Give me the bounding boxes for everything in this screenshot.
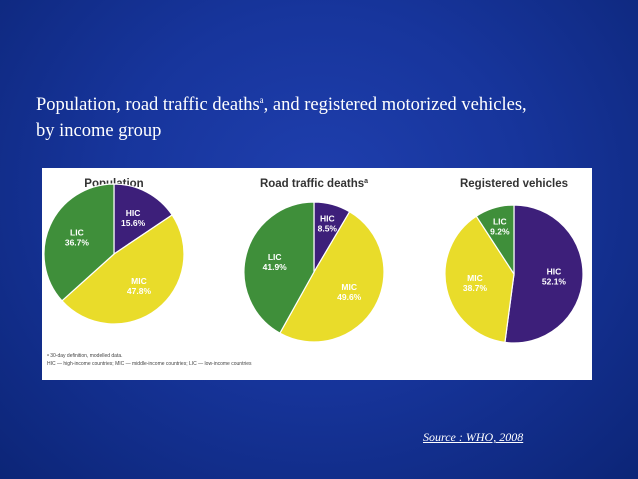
pie-label-value-mic: 49.6% — [337, 292, 362, 302]
title-line2: by income group — [36, 121, 162, 141]
pie-label-name-hic: HIC — [126, 208, 141, 218]
pie-label-value-lic: 9.2% — [490, 226, 510, 236]
pie-slice-lic — [243, 201, 315, 334]
pie-label-name-mic: MIC — [467, 273, 483, 283]
title-superscript: a — [259, 94, 264, 105]
source-link[interactable]: Source : WHO, 2008 — [423, 430, 524, 444]
pie-title: Road traffic deathsa — [260, 178, 368, 190]
pie-slice-mic — [61, 214, 185, 325]
title-text: Population, road traffic deaths — [36, 95, 260, 115]
title-text-cont: , and registered motorized vehicles, — [263, 95, 527, 115]
pie-charts: ᵃ 30-day definition, modelled data. HIC … — [43, 178, 584, 367]
pie-slice-lic — [475, 204, 515, 277]
pie-label-value-hic: 52.1% — [542, 277, 567, 287]
pie-slice-hic — [113, 183, 173, 256]
pie-slice-mic — [279, 210, 385, 343]
pie-label-name-mic: MIC — [131, 276, 147, 286]
footnote-line2: HIC — high-income countries; MIC — middl… — [47, 361, 252, 367]
pie-label-value-mic: 47.8% — [127, 286, 152, 296]
pie-label-value-lic: 36.7% — [65, 237, 90, 247]
pie-label-value-lic: 41.9% — [263, 262, 288, 272]
slide-title: Population, road traffic deathsa, and re… — [36, 92, 616, 144]
chart-panel: ᵃ 30-day definition, modelled data. HIC … — [42, 168, 592, 380]
pie-label-name-lic: LIC — [70, 227, 84, 237]
pie-title-superscript: a — [364, 178, 368, 185]
pie-label-value-hic: 15.6% — [121, 218, 146, 228]
pie-slice-lic — [43, 183, 115, 302]
pie-label-name-hic: HIC — [320, 213, 335, 223]
pie-label-name-hic: HIC — [547, 267, 562, 277]
pie-label-name-lic: LIC — [268, 252, 282, 262]
pie-label-name-lic: LIC — [493, 216, 507, 226]
pie-label-value-hic: 8.5% — [318, 223, 338, 233]
pie-title: Registered vehicles — [460, 178, 568, 190]
pie-label-name-mic: MIC — [341, 282, 357, 292]
footnote-line1: ᵃ 30-day definition, modelled data. — [47, 353, 123, 359]
pie-label-value-mic: 38.7% — [463, 283, 488, 293]
pie-slice-hic — [504, 204, 584, 344]
